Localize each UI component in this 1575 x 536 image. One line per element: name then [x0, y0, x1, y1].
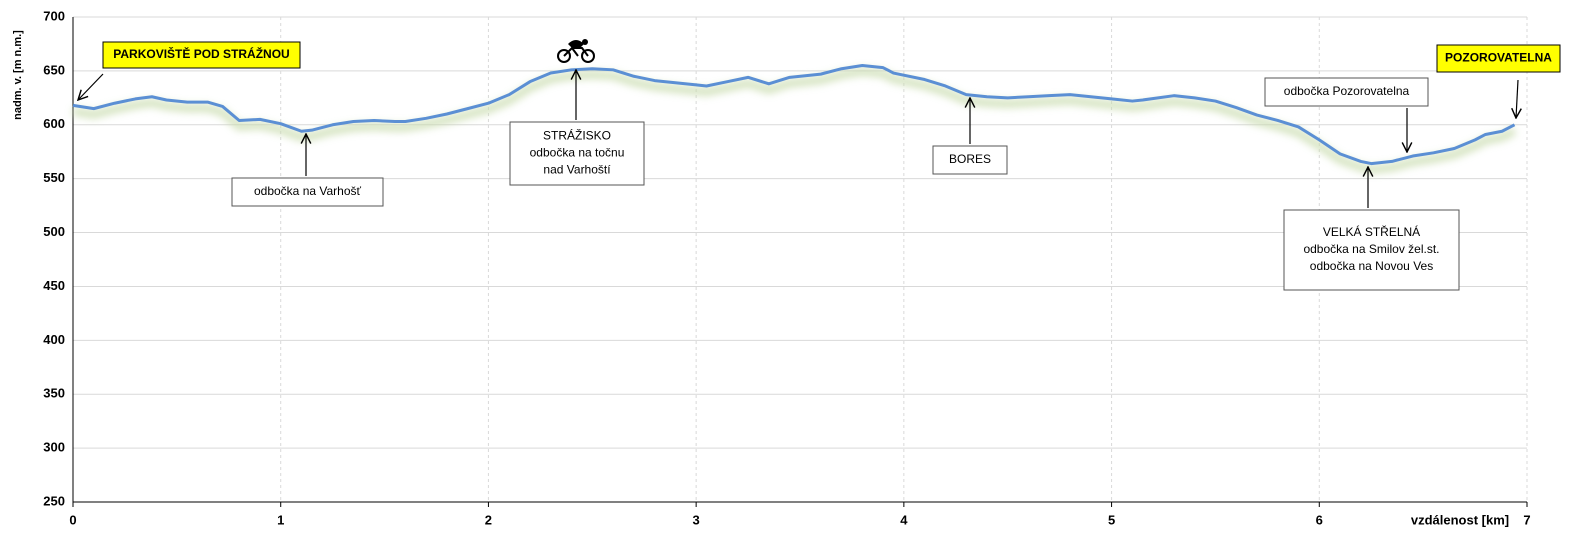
- annotation-text: BORES: [949, 152, 991, 166]
- y-tick-label: 550: [43, 170, 65, 185]
- y-tick-label: 500: [43, 224, 65, 239]
- line: [72, 64, 1516, 166]
- x-tick-label: 3: [693, 512, 700, 527]
- x-tick-label: 2: [485, 512, 492, 527]
- annotation-text: POZOROVATELNA: [1445, 51, 1552, 65]
- annotation-box: [1436, 44, 1561, 73]
- x-tick-label: 6: [1316, 512, 1323, 527]
- annotation-box: [1283, 209, 1460, 291]
- x-tick-label: 1: [277, 512, 284, 527]
- y-tick-label: 300: [43, 440, 65, 455]
- annotation-text: PARKOVIŠTĚ POD STRÁŽNOU: [113, 46, 289, 61]
- annotation-box: [932, 145, 1008, 175]
- y-tick-label: 450: [43, 278, 65, 293]
- annotation-text: odbočka na Varhošť: [254, 184, 362, 198]
- annotation-text: nad Varhoští: [543, 163, 611, 177]
- y-tick-label: 400: [43, 332, 65, 347]
- y-tick-label: 650: [43, 62, 65, 77]
- annotation-arrow: [78, 73, 104, 100]
- annotation-box: [102, 41, 301, 69]
- annotation-text: STRÁŽISKO: [543, 128, 611, 143]
- cyclist-icon: [557, 39, 595, 63]
- x-tick-label: 7: [1523, 512, 1530, 527]
- y-tick-label: 350: [43, 386, 65, 401]
- annotation-text: odbočka na Smilov žel.st.: [1303, 242, 1439, 256]
- annotations: PARKOVIŠTĚ POD STRÁŽNOU POZOROVATELNA odbo…: [78, 41, 1561, 291]
- annotation-box: [231, 177, 384, 207]
- y-tick-label: 250: [43, 493, 65, 508]
- annotation-text: VELKÁ STŘELNÁ: [1323, 224, 1420, 239]
- annotation-box: [1264, 77, 1429, 107]
- x-tick-label: 4: [900, 512, 908, 527]
- annotation-text: odbočka na Novou Ves: [1310, 259, 1433, 273]
- annotation-text: odbočka na točnu: [530, 146, 625, 160]
- y-axis-label: nadm. v. [m n.m.]: [12, 30, 24, 120]
- annotation-text: odbočka Pozorovatelna: [1284, 84, 1410, 98]
- y-tick-label: 600: [43, 116, 65, 131]
- annotation-arrow: [1516, 79, 1518, 118]
- x-axis-label: vzdálenost [km]: [1411, 512, 1509, 527]
- y-tick-label: 700: [43, 8, 65, 23]
- x-tick-label: 5: [1108, 512, 1115, 527]
- x-tick-label: 0: [69, 512, 76, 527]
- annotation-box: [509, 121, 645, 186]
